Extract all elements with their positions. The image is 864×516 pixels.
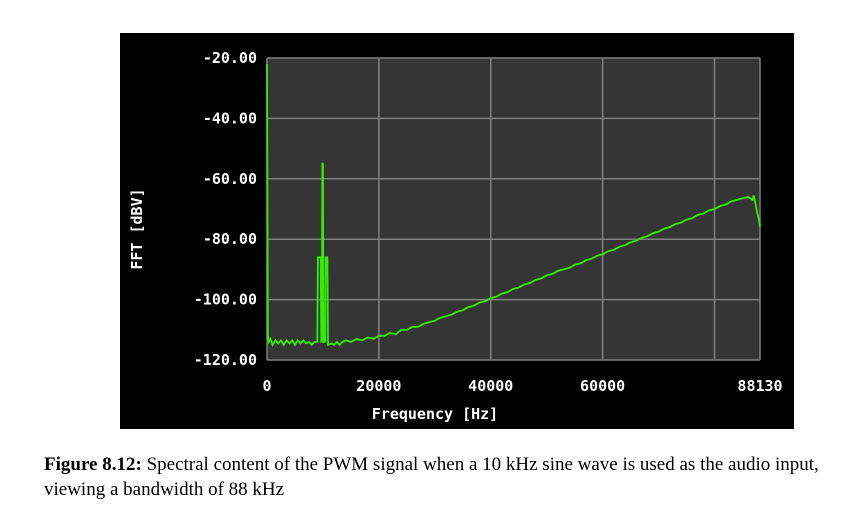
x-tick-label: 60000: [580, 377, 625, 395]
x-tick-label: 88130: [737, 377, 782, 395]
trace-layer: [266, 63, 761, 347]
x-axis-title: Frequency [Hz]: [372, 405, 498, 423]
tick-labels: -20.00 -40.00 -60.00 -80.00 -100.00 -120.00 0 2…: [194, 49, 783, 395]
fft-trace: [266, 63, 761, 347]
spectrum-chart: -20.00 -40.00 -60.00 -80.00 -100.00 -120.00 0 2…: [128, 49, 783, 423]
y-tick-label: -120.00: [194, 351, 257, 369]
y-axis-title: FFT [dBV]: [128, 188, 146, 269]
figure-caption: Figure 8.12: Spectral content of the PWM…: [44, 452, 864, 502]
chart-panel: -20.00 -40.00 -60.00 -80.00 -100.00 -120.00 0 2…: [120, 33, 794, 429]
caption-text: Spectral content of the PWM signal when …: [44, 454, 819, 500]
y-tick-label: -100.00: [194, 291, 257, 309]
x-tick-label: 20000: [356, 377, 401, 395]
y-tick-label: -40.00: [203, 109, 257, 127]
plot-area: [267, 58, 760, 360]
y-tick-label: -60.00: [203, 170, 257, 188]
caption-label: Figure 8.12:: [44, 454, 142, 475]
y-tick-label: -80.00: [203, 230, 257, 248]
x-tick-label: 0: [262, 377, 271, 395]
x-tick-label: 40000: [468, 377, 513, 395]
y-tick-label: -20.00: [203, 49, 257, 67]
